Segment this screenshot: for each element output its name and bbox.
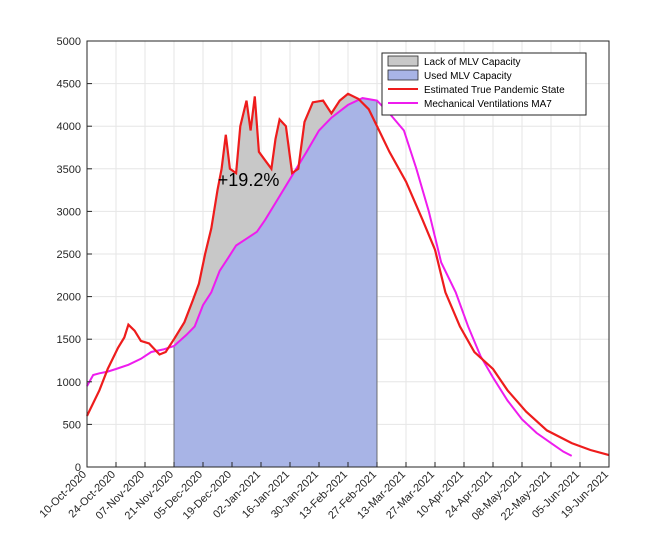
y-tick-label: 500 bbox=[63, 419, 81, 431]
y-tick-label: 3000 bbox=[57, 206, 81, 218]
annotation-text: +19.2% bbox=[218, 170, 280, 190]
legend-label: Estimated True Pandemic State bbox=[424, 85, 565, 96]
ma7-line bbox=[86, 97, 573, 457]
y-tick-label: 2500 bbox=[57, 249, 81, 261]
legend-label: Used MLV Capacity bbox=[424, 71, 512, 82]
y-tick-label: 5000 bbox=[57, 36, 81, 48]
y-tick-label: 0 bbox=[75, 462, 81, 474]
y-tick-label: 1500 bbox=[57, 334, 81, 346]
y-tick-label: 1000 bbox=[57, 377, 81, 389]
legend-swatch bbox=[387, 55, 419, 67]
legend: Lack of MLV Capacity Used MLV Capacity Est… bbox=[381, 52, 587, 116]
y-tick-label: 2000 bbox=[57, 292, 81, 304]
y-tick-label: 4000 bbox=[57, 121, 81, 133]
legend-swatch bbox=[387, 69, 419, 81]
legend-label: Mechanical Ventilations MA7 bbox=[424, 99, 552, 110]
y-tick-label: 3500 bbox=[57, 164, 81, 176]
annotation: +19.2% bbox=[218, 170, 280, 190]
lines bbox=[86, 92, 610, 457]
y-tick-label: 4500 bbox=[57, 79, 81, 91]
lack-capacity-area bbox=[174, 93, 377, 346]
axis-box bbox=[86, 40, 610, 468]
legend-label: Lack of MLV Capacity bbox=[424, 57, 521, 68]
true-state-line bbox=[86, 92, 610, 457]
